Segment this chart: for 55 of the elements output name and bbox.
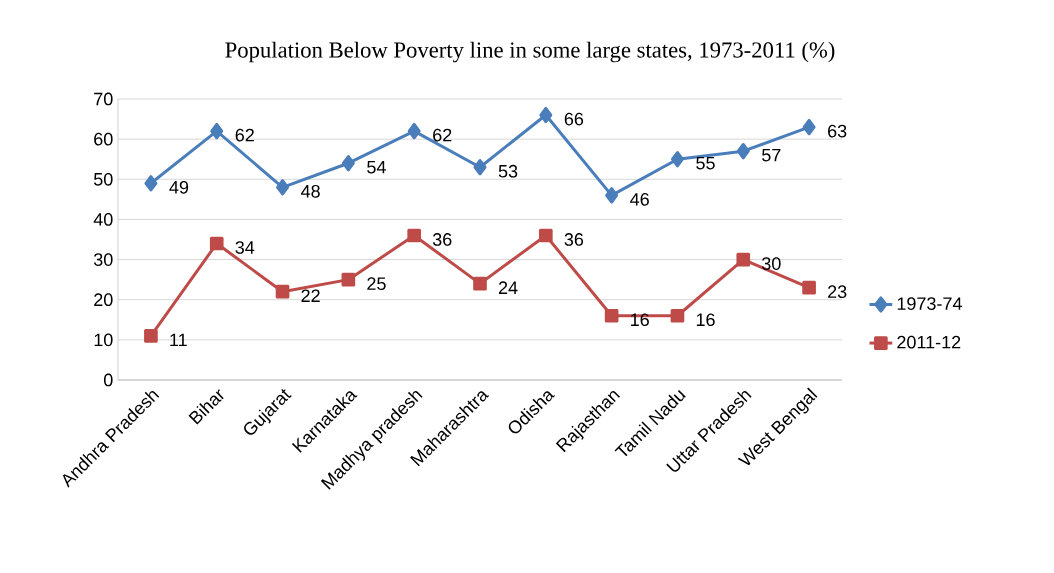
data-label: 16 xyxy=(631,313,649,327)
point xyxy=(210,122,224,140)
data-label: 36 xyxy=(564,233,584,246)
legend-label: 2011-12 xyxy=(897,335,961,349)
point xyxy=(670,308,685,323)
chart-title: Population Below Poverty line in some large states, 1973-2011 (%) xyxy=(225,41,835,63)
point xyxy=(473,276,487,291)
point xyxy=(538,228,553,243)
y-tick-label: 20 xyxy=(94,293,113,307)
point xyxy=(736,252,751,267)
point xyxy=(539,106,553,124)
data-label: 62 xyxy=(235,128,254,142)
point xyxy=(736,143,750,160)
point xyxy=(341,155,355,172)
data-label: 54 xyxy=(367,160,386,174)
data-label: 62 xyxy=(433,128,452,142)
point xyxy=(276,179,290,196)
y-tick-label: 0 xyxy=(104,373,113,387)
y-tick-label: 40 xyxy=(93,213,113,226)
point xyxy=(275,284,290,299)
data-label: 55 xyxy=(696,156,715,170)
y-tick-label: 50 xyxy=(93,172,113,186)
data-label: 11 xyxy=(170,333,187,347)
point xyxy=(407,122,421,140)
point xyxy=(802,280,816,295)
data-label: 57 xyxy=(762,148,781,162)
data-label: 66 xyxy=(564,112,584,126)
point xyxy=(605,187,619,204)
data-label: 46 xyxy=(630,192,649,206)
point xyxy=(407,228,422,243)
data-label: 36 xyxy=(432,233,452,246)
point xyxy=(144,329,158,343)
data-label: 22 xyxy=(301,289,320,302)
data-label: 16 xyxy=(696,313,715,327)
point xyxy=(209,236,224,251)
y-tick-label: 30 xyxy=(93,253,113,266)
point xyxy=(604,308,619,323)
data-label: 30 xyxy=(762,257,781,270)
point xyxy=(473,159,487,176)
data-label: 23 xyxy=(828,285,847,299)
data-label: 24 xyxy=(498,281,518,294)
data-label: 25 xyxy=(367,277,386,290)
point xyxy=(341,272,356,287)
y-tick-label: 10 xyxy=(94,333,113,347)
legend-label: 1973-74 xyxy=(897,297,962,310)
point xyxy=(802,118,816,136)
data-label: 53 xyxy=(498,164,518,178)
data-label: 48 xyxy=(301,184,320,198)
data-label: 34 xyxy=(235,241,255,254)
point xyxy=(144,175,158,192)
point xyxy=(670,151,684,168)
y-tick-label: 60 xyxy=(94,132,113,146)
data-label: 63 xyxy=(828,124,847,138)
y-tick-label: 70 xyxy=(94,92,113,106)
data-label: 49 xyxy=(169,180,189,194)
